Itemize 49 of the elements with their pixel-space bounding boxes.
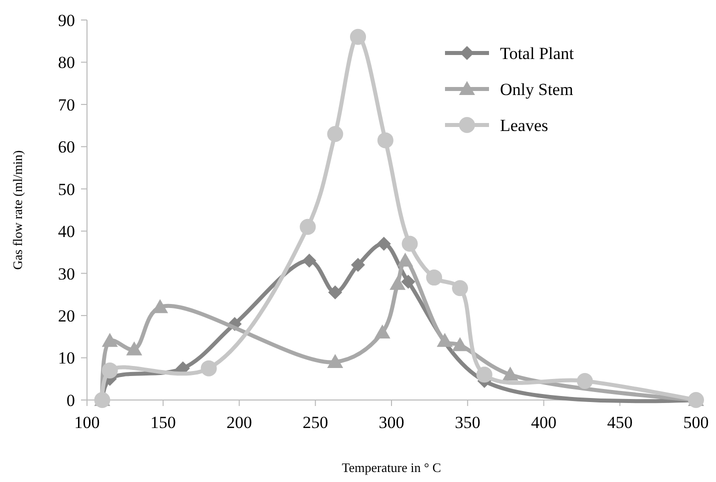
point bbox=[376, 236, 391, 251]
point bbox=[327, 126, 344, 142]
point bbox=[452, 280, 468, 296]
point bbox=[327, 354, 344, 368]
point bbox=[328, 285, 342, 300]
legend-label: Total Plant bbox=[500, 44, 574, 63]
point bbox=[476, 366, 492, 383]
point bbox=[302, 254, 316, 268]
point bbox=[374, 324, 390, 338]
point bbox=[402, 236, 418, 252]
point bbox=[426, 270, 442, 286]
y-tick-label: 20 bbox=[58, 306, 75, 326]
y-tick-label: 0 bbox=[66, 390, 75, 410]
x-tick-label: 450 bbox=[607, 413, 633, 432]
point bbox=[436, 332, 453, 347]
y-tick-label: 40 bbox=[58, 222, 75, 242]
x-tick-label: 300 bbox=[378, 413, 404, 432]
point bbox=[401, 274, 416, 289]
point bbox=[102, 332, 118, 347]
x-tick-label: 500 bbox=[683, 413, 709, 432]
x-tick-label: 350 bbox=[454, 413, 480, 432]
y-tick-label: 70 bbox=[58, 95, 75, 114]
x-tick-label: 100 bbox=[74, 413, 100, 432]
point bbox=[397, 252, 414, 267]
point bbox=[300, 218, 316, 235]
y-tick-label: 90 bbox=[58, 10, 75, 30]
y-axis-title: Gas flow rate (ml/min) bbox=[10, 150, 25, 270]
point bbox=[350, 28, 366, 45]
y-tick-label: 50 bbox=[58, 180, 75, 199]
y-tick-label: 60 bbox=[58, 138, 75, 157]
legend-label: Only Stem bbox=[500, 80, 574, 99]
point bbox=[102, 362, 118, 378]
y-tick-label: 30 bbox=[58, 264, 75, 284]
y-tick-label: 10 bbox=[58, 348, 75, 368]
x-axis-title: Temperature in ° C bbox=[342, 460, 442, 475]
x-tick-label: 150 bbox=[150, 413, 176, 432]
x-tick-label: 400 bbox=[531, 413, 556, 432]
point bbox=[390, 276, 406, 290]
point bbox=[576, 373, 593, 389]
x-tick-label: 250 bbox=[302, 413, 328, 432]
point bbox=[126, 341, 142, 356]
point bbox=[502, 366, 518, 381]
x-tick-label: 200 bbox=[226, 413, 252, 432]
point bbox=[452, 337, 468, 352]
y-tick-label: 80 bbox=[58, 53, 75, 72]
point bbox=[377, 132, 394, 148]
point bbox=[351, 258, 366, 272]
legend-label: Leaves bbox=[500, 116, 548, 135]
point bbox=[200, 360, 217, 376]
